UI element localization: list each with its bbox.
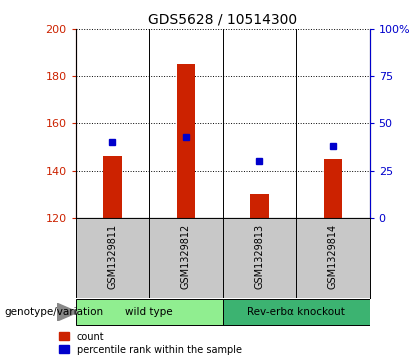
Bar <box>324 159 342 218</box>
Text: GSM1329814: GSM1329814 <box>328 224 338 289</box>
Text: GSM1329811: GSM1329811 <box>108 224 117 289</box>
Bar <box>250 194 268 218</box>
Title: GDS5628 / 10514300: GDS5628 / 10514300 <box>148 12 297 26</box>
Text: GSM1329813: GSM1329813 <box>255 224 264 289</box>
FancyBboxPatch shape <box>76 299 223 325</box>
Bar <box>103 156 121 218</box>
Legend: count, percentile rank within the sample: count, percentile rank within the sample <box>60 331 242 355</box>
Text: GSM1329812: GSM1329812 <box>181 224 191 289</box>
Bar <box>177 65 195 218</box>
FancyBboxPatch shape <box>223 299 370 325</box>
Text: genotype/variation: genotype/variation <box>4 307 103 317</box>
Polygon shape <box>57 303 78 321</box>
Text: Rev-erbα knockout: Rev-erbα knockout <box>247 307 345 317</box>
Text: wild type: wild type <box>125 307 173 317</box>
